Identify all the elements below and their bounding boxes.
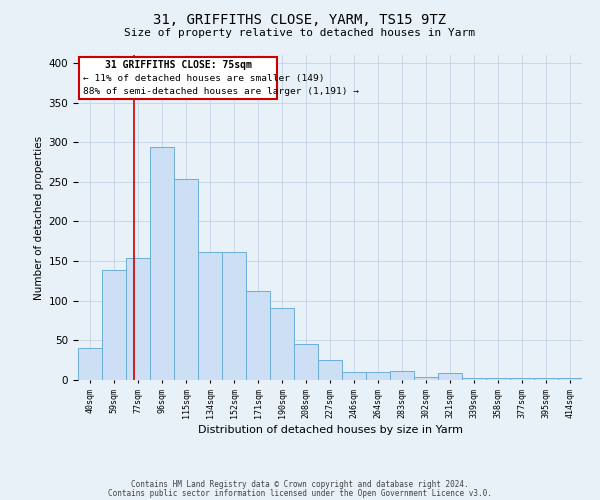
FancyBboxPatch shape xyxy=(79,56,277,98)
Text: 31, GRIFFITHS CLOSE, YARM, TS15 9TZ: 31, GRIFFITHS CLOSE, YARM, TS15 9TZ xyxy=(154,12,446,26)
Bar xyxy=(102,270,126,380)
Bar xyxy=(294,344,318,380)
X-axis label: Distribution of detached houses by size in Yarm: Distribution of detached houses by size … xyxy=(197,424,463,434)
Bar xyxy=(438,373,462,380)
Bar xyxy=(246,291,270,380)
Bar xyxy=(270,308,294,380)
Bar xyxy=(390,372,414,380)
Bar xyxy=(126,258,150,380)
Bar xyxy=(150,147,174,380)
Bar xyxy=(342,372,366,380)
Bar xyxy=(486,378,510,380)
Text: ← 11% of detached houses are smaller (149): ← 11% of detached houses are smaller (14… xyxy=(83,74,325,83)
Bar xyxy=(462,378,486,380)
Text: 31 GRIFFITHS CLOSE: 75sqm: 31 GRIFFITHS CLOSE: 75sqm xyxy=(105,60,251,70)
Text: 88% of semi-detached houses are larger (1,191) →: 88% of semi-detached houses are larger (… xyxy=(83,88,359,96)
Bar xyxy=(198,252,222,380)
Text: Contains HM Land Registry data © Crown copyright and database right 2024.: Contains HM Land Registry data © Crown c… xyxy=(131,480,469,489)
Bar xyxy=(510,378,534,380)
Bar xyxy=(222,252,246,380)
Text: Size of property relative to detached houses in Yarm: Size of property relative to detached ho… xyxy=(125,28,476,38)
Y-axis label: Number of detached properties: Number of detached properties xyxy=(34,136,44,300)
Bar xyxy=(174,180,198,380)
Bar xyxy=(558,378,582,380)
Bar xyxy=(534,378,558,380)
Bar xyxy=(414,377,438,380)
Bar xyxy=(318,360,342,380)
Bar xyxy=(366,372,390,380)
Text: Contains public sector information licensed under the Open Government Licence v3: Contains public sector information licen… xyxy=(108,488,492,498)
Bar xyxy=(78,348,102,380)
